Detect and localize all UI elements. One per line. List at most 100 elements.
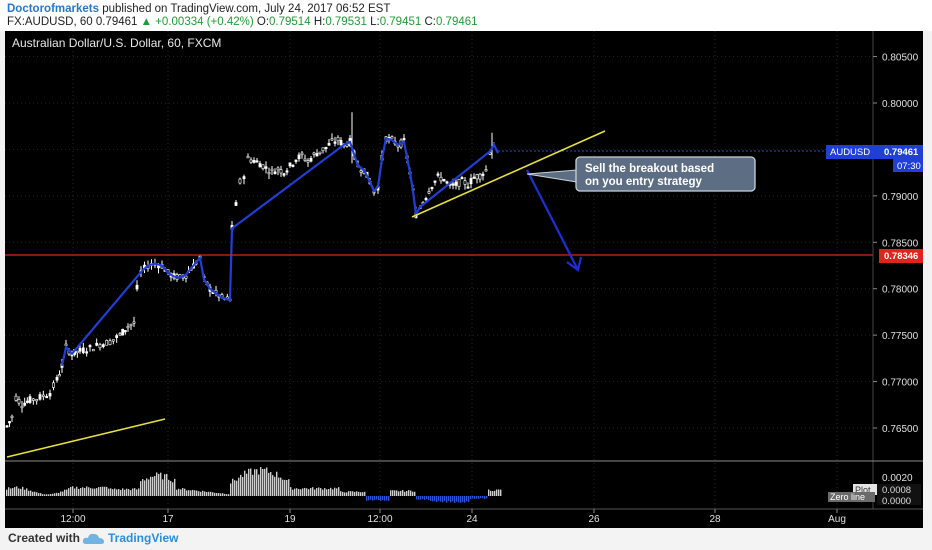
candle-body: [41, 394, 45, 397]
histogram-bar: [180, 489, 182, 496]
zero-value-tag-text: 0.0000: [882, 496, 911, 507]
chart-frame[interactable]: [5, 31, 923, 528]
histogram-bar: [212, 492, 214, 496]
low-value: 0.79451: [379, 16, 422, 28]
price-change: +0.00334 (+0.42%): [155, 16, 254, 28]
histogram-bar: [288, 479, 290, 496]
histogram-bar: [308, 489, 310, 496]
histogram-bar: [420, 496, 422, 500]
candle-body: [75, 350, 79, 354]
y-tick-label: 0.80000: [882, 99, 919, 110]
histogram-bar: [62, 491, 64, 496]
histogram-bar: [266, 467, 268, 496]
plot-tag-text: Plot: [855, 485, 871, 495]
candles: [5, 112, 496, 428]
candle-body: [31, 398, 35, 401]
histogram-bar: [274, 476, 276, 496]
tradingview-brand[interactable]: TradingView: [108, 531, 179, 545]
histogram-bar: [188, 490, 190, 496]
histogram-bar: [224, 493, 226, 496]
price-line: [60, 136, 499, 367]
histogram-bar: [82, 487, 84, 496]
histogram-bar: [286, 480, 288, 496]
candle-body: [327, 142, 331, 146]
histogram-bar: [384, 496, 386, 501]
countdown-tag: [893, 159, 923, 172]
callout-box: [575, 156, 756, 192]
candle-body: [297, 154, 301, 160]
histogram-bar: [490, 490, 492, 496]
histogram-bar: [172, 482, 174, 496]
up-arrow-icon: ▲: [140, 16, 153, 28]
candle-body: [270, 168, 274, 171]
histogram-bar: [434, 496, 436, 502]
candle-body: [303, 158, 307, 161]
histogram-bar: [276, 471, 278, 496]
histogram-bar: [250, 468, 252, 496]
histogram-bar: [298, 489, 300, 496]
histogram-bar: [190, 490, 192, 496]
histogram-bar: [194, 490, 196, 496]
histogram-bar: [426, 496, 428, 500]
histogram-bar: [12, 488, 14, 496]
candle-body: [469, 178, 473, 185]
histogram-bar: [362, 492, 364, 496]
histogram-bar: [280, 477, 282, 496]
histogram-bar: [182, 487, 184, 496]
candle-body: [330, 138, 334, 141]
histogram-bar: [348, 491, 350, 496]
trend-line-upper: [411, 130, 606, 218]
histogram-bar: [468, 496, 470, 503]
arrow-shaft: [526, 169, 579, 271]
histogram-bar: [28, 490, 30, 496]
histogram-bar: [486, 496, 488, 499]
histogram-bar: [196, 490, 198, 496]
histogram-bar: [152, 476, 154, 496]
symbol-label: FX:AUDUSD, 60: [7, 16, 93, 28]
histogram-bar: [234, 480, 236, 496]
histogram-bar: [418, 496, 420, 500]
histogram-bar: [346, 492, 348, 496]
histogram-bar: [128, 489, 130, 496]
histogram-bar: [370, 496, 372, 500]
histogram-bar: [412, 491, 414, 496]
histogram-bar: [174, 478, 176, 496]
histogram-bar: [136, 489, 138, 496]
histogram-bar: [134, 488, 136, 496]
candle-body: [454, 181, 458, 186]
candle-body: [85, 351, 89, 354]
histogram-bar: [398, 491, 400, 496]
symbol-price-tag-text: AUDUSD: [830, 147, 870, 158]
histogram-bar: [396, 490, 398, 496]
candle-body: [20, 405, 24, 409]
x-tick-label: 12:00: [367, 514, 392, 525]
y-tick-label: 0.76500: [882, 424, 919, 435]
histogram-bar: [282, 479, 284, 496]
histogram-bar: [64, 489, 66, 496]
candle-body: [132, 321, 136, 324]
low-label: L:: [370, 16, 380, 28]
histogram-bar: [442, 496, 444, 503]
histogram-bar: [304, 487, 306, 496]
candle-body: [315, 153, 319, 157]
histogram-bar: [18, 488, 20, 496]
author-link[interactable]: Doctorofmarkets: [7, 3, 100, 15]
histogram-bar: [260, 467, 262, 496]
histogram-bar: [52, 493, 54, 496]
histogram-bar: [254, 469, 256, 496]
zero-line-tag: [828, 492, 875, 502]
candle-body: [108, 340, 112, 346]
histogram-bar: [208, 491, 210, 496]
histogram-bar: [198, 491, 200, 496]
candle-body: [38, 394, 42, 400]
histogram-bar: [472, 496, 474, 499]
histogram-bar: [336, 488, 338, 496]
histogram-bar: [312, 487, 314, 496]
histogram-bar: [176, 489, 178, 496]
histogram-bar: [126, 488, 128, 496]
candle-body: [135, 284, 139, 290]
x-tick-label: 12:00: [60, 514, 85, 525]
last-price: 0.79461: [95, 16, 138, 28]
candle-body: [318, 151, 322, 154]
